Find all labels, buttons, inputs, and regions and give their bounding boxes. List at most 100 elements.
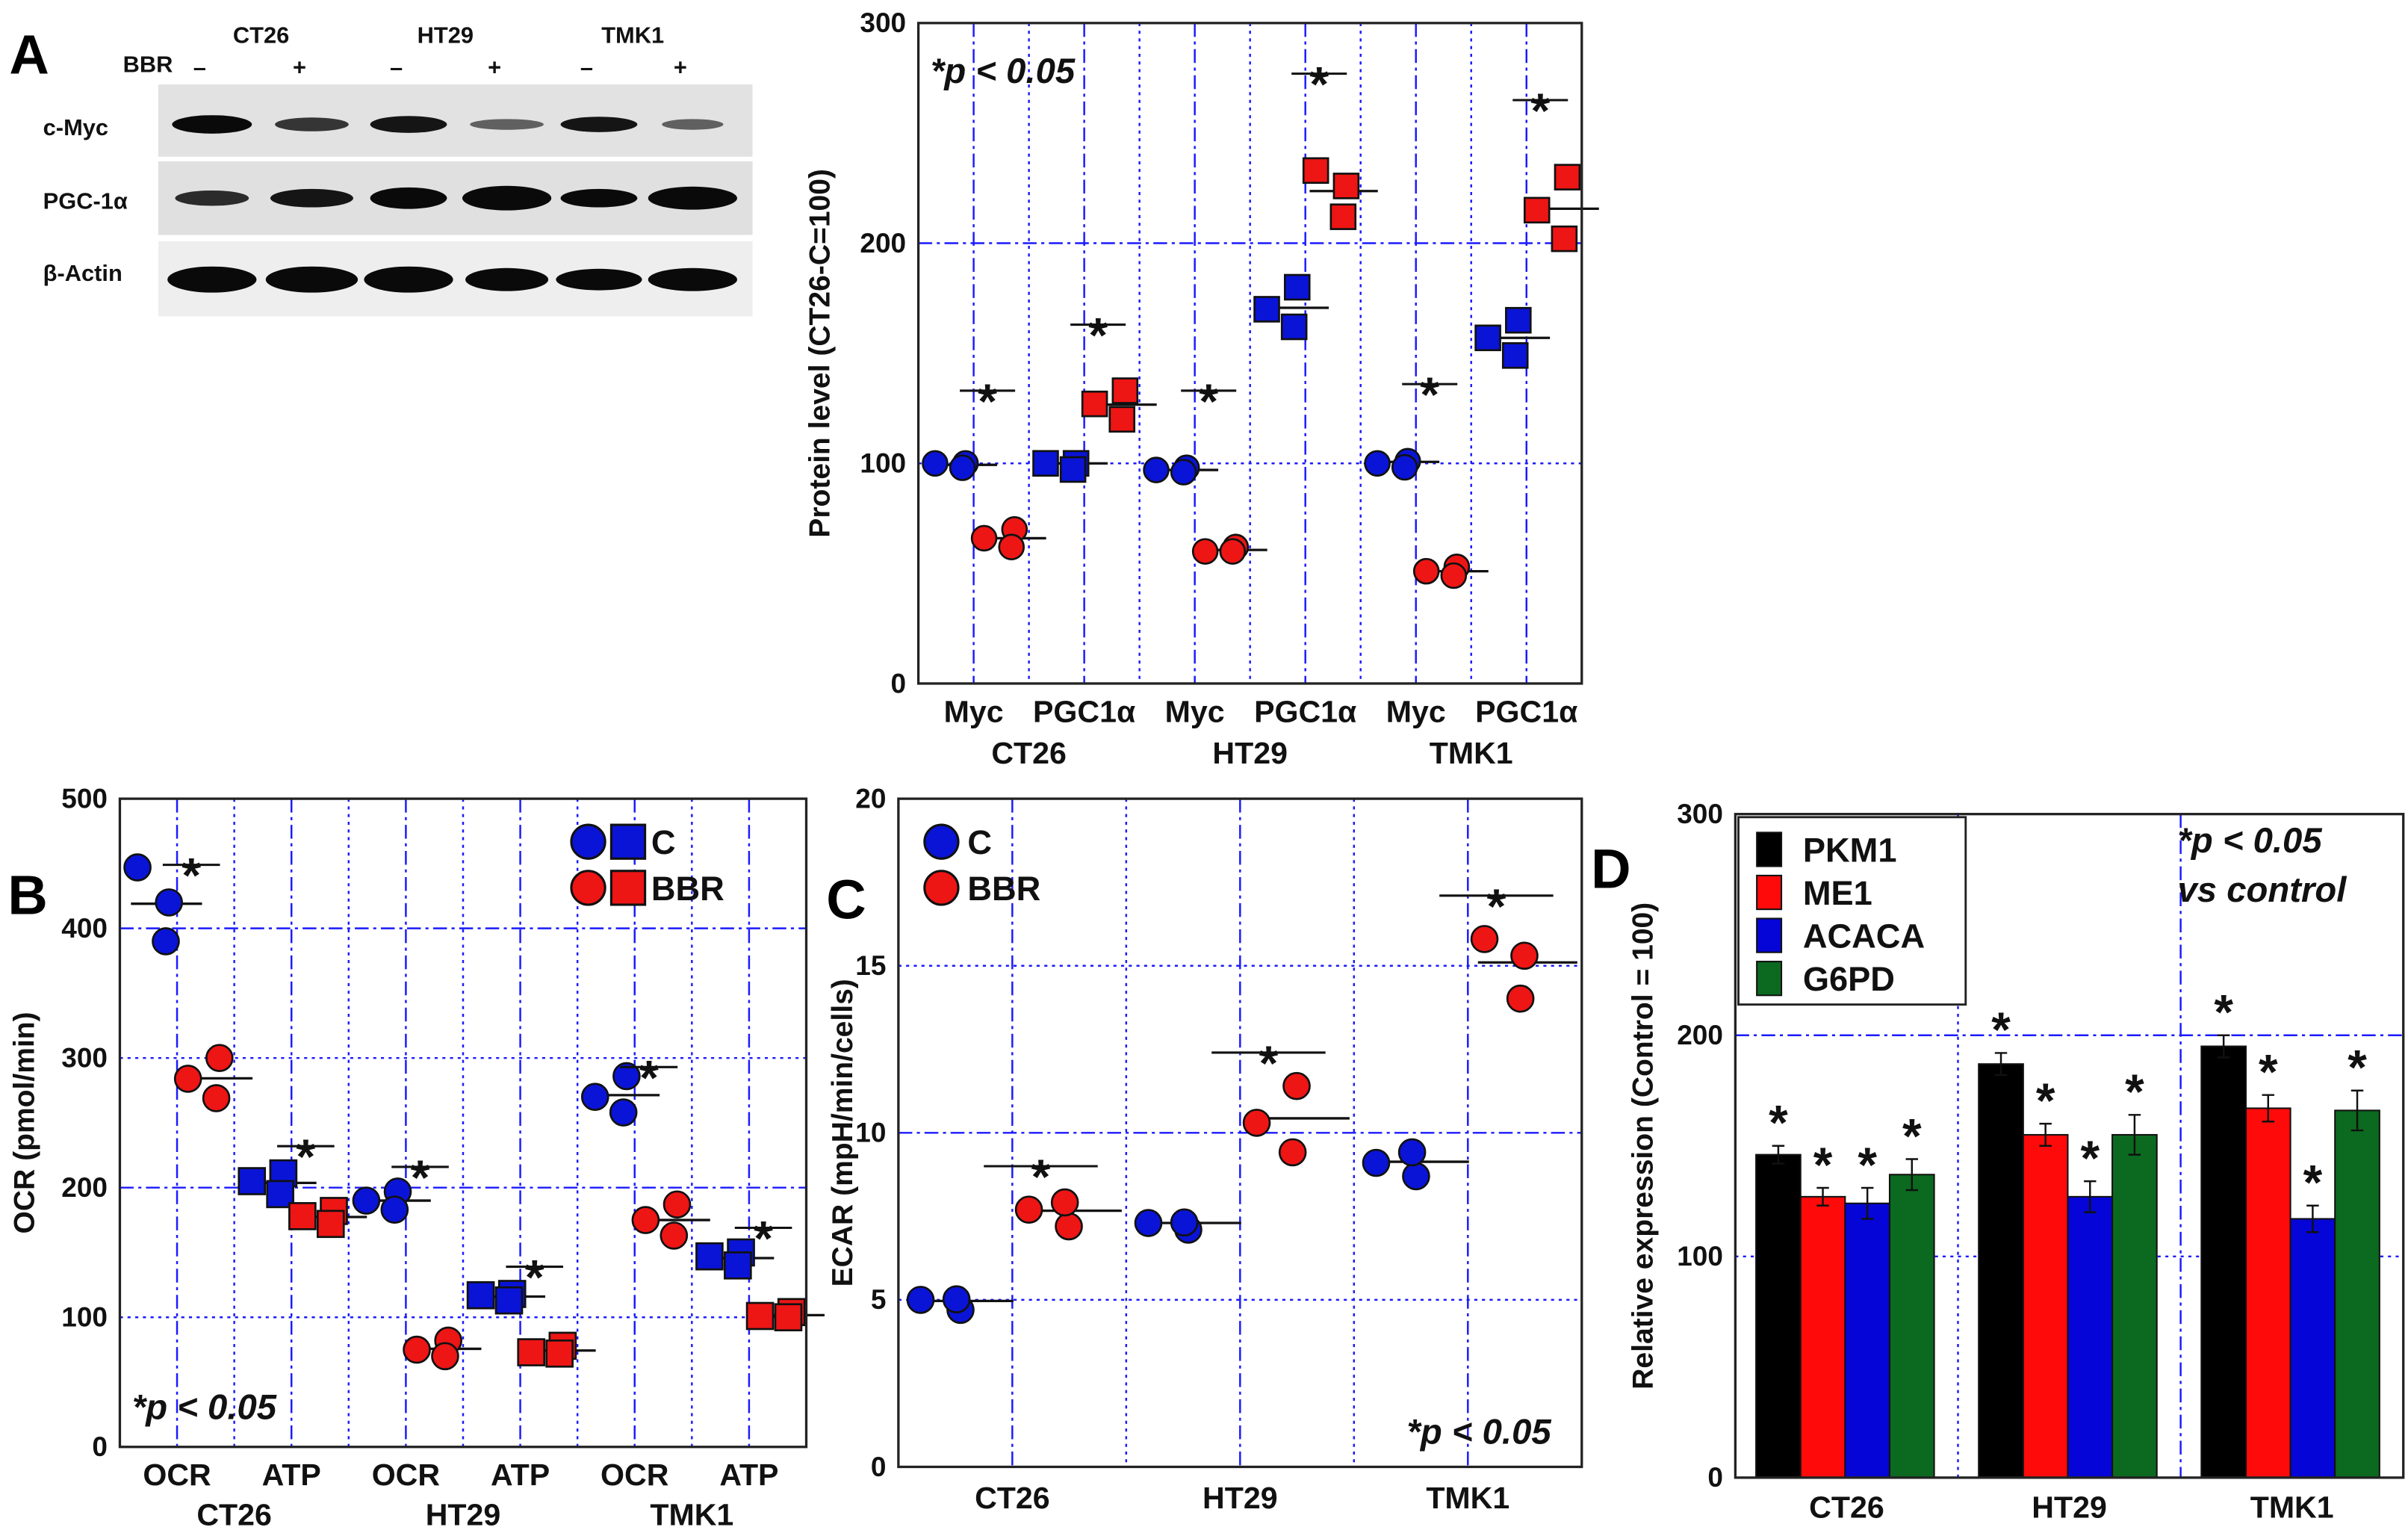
legend-swatch (1756, 961, 1783, 997)
x-category-label: TMK1 (2250, 1490, 2334, 1524)
data-point-circle (173, 1065, 202, 1093)
bar-me1 (2244, 1107, 2291, 1478)
data-point-square (1253, 296, 1280, 323)
significance-star: * (181, 848, 201, 903)
lane-sign: – (390, 55, 403, 81)
legend-circle-marker (570, 823, 606, 860)
significance-star: * (2348, 1040, 2367, 1095)
data-point-circle (205, 1044, 234, 1072)
panel-label-d: D (1591, 837, 1630, 899)
data-point-circle (431, 1342, 459, 1371)
data-point-circle (631, 1206, 660, 1234)
data-point-circle (202, 1084, 231, 1112)
data-point-square (288, 1202, 317, 1230)
plot-frame (1734, 813, 2405, 1479)
x-category-label: PGC1α (1033, 694, 1135, 728)
bar-pkm1 (1755, 1153, 1802, 1478)
blot-band (560, 188, 638, 208)
data-point-square (494, 1286, 524, 1315)
bar-acaca (2067, 1195, 2114, 1478)
x-group-label: TMK1 (650, 1498, 733, 1532)
data-point-circle (1242, 1109, 1271, 1137)
y-tick-label: 300 (61, 1043, 108, 1074)
data-point-square (1474, 324, 1501, 352)
chart-panel-c: 0 5 10 15 20 * * * CT26 HT29 TMK1 ECAR (mpH/min/cel… (826, 783, 1583, 1515)
data-point-circle (998, 533, 1025, 560)
x-category-label: TMK1 (1426, 1481, 1509, 1515)
y-axis-label: ECAR (mpH/min/cells) (827, 979, 859, 1286)
significance-star: * (2214, 985, 2233, 1040)
significance-star: * (1902, 1108, 1922, 1163)
y-tick-label: 100 (1677, 1241, 1723, 1272)
legend-swatch (1756, 917, 1783, 953)
data-point-circle (1170, 1208, 1199, 1237)
significance-star: * (978, 374, 997, 429)
bar-pkm1 (2200, 1045, 2247, 1478)
significance-star: * (297, 1129, 316, 1184)
x-category-label: ATP (491, 1458, 550, 1492)
x-group-label: HT29 (426, 1498, 501, 1532)
data-point-circle (949, 454, 976, 481)
x-group-label: CT26 (196, 1498, 272, 1532)
data-point-square (1329, 203, 1357, 230)
data-point-square (1081, 390, 1108, 418)
y-tick-label: 200 (860, 228, 906, 258)
data-point-circle (612, 1062, 641, 1091)
y-tick-label: 0 (92, 1431, 108, 1462)
x-group-label: HT29 (1212, 736, 1288, 770)
legend-label: C (967, 823, 992, 861)
data-point-square (745, 1301, 775, 1331)
blot-band (275, 117, 349, 131)
data-point-circle (1278, 1138, 1307, 1167)
data-point-square (466, 1280, 495, 1310)
data-point-square (1501, 342, 1529, 369)
data-point-square (1332, 173, 1360, 199)
legend-label: BBR (967, 870, 1040, 908)
x-category-label: CT26 (975, 1481, 1050, 1515)
y-tick-label: 200 (61, 1172, 108, 1203)
data-point-circle (1134, 1209, 1163, 1237)
data-point-circle (1191, 538, 1219, 565)
data-point-square (1280, 313, 1308, 341)
plot-frame (118, 797, 808, 1449)
legend-label: BBR (651, 870, 724, 908)
x-category-label: HT29 (2032, 1490, 2107, 1524)
lane-sign: + (488, 55, 501, 81)
y-tick-label: 20 (855, 783, 886, 814)
lane-sign: + (293, 55, 306, 81)
data-point-circle (1219, 538, 1247, 565)
data-point-circle (906, 1286, 935, 1314)
data-point-circle (609, 1098, 638, 1127)
blot-band (172, 115, 252, 134)
bar-g6pd (2111, 1133, 2158, 1478)
legend-square-marker (609, 823, 647, 860)
blot-band (648, 267, 737, 291)
x-category-label: OCR (601, 1458, 668, 1492)
data-point-circle (123, 853, 152, 882)
x-category-label: Myc (944, 694, 1004, 728)
data-point-circle (380, 1195, 409, 1224)
bar-pkm1 (1978, 1063, 2024, 1478)
data-point-circle (1391, 453, 1418, 481)
x-group-label: CT26 (991, 736, 1067, 770)
chart-panel-d: 0 100 200 300 * * * * * * * * * * * * PKM1 ME1 ACACA G6PD CT… (1591, 799, 2405, 1524)
significance-star: * (754, 1211, 773, 1266)
data-point-circle (970, 524, 998, 552)
blot-row-label-b-actin: β-Actin (43, 260, 122, 286)
data-point-circle (1402, 1162, 1430, 1191)
blot-band (370, 187, 447, 209)
lane-sign: – (193, 55, 206, 81)
x-category-label: ATP (262, 1458, 321, 1492)
p-value-annotation: *p < 0.05 (132, 1388, 277, 1428)
data-point-circle (155, 888, 184, 917)
data-point-circle (1440, 562, 1468, 589)
blot-band (470, 119, 544, 130)
lane-sign: + (674, 55, 687, 81)
significance-star: * (639, 1050, 659, 1105)
blot-band (175, 190, 249, 206)
significance-star: * (1199, 374, 1218, 429)
blot-band (270, 188, 353, 208)
panel-label-c: C (826, 868, 866, 930)
blot-cell-line-ht29: HT29 (418, 22, 474, 49)
data-point-square (1108, 406, 1136, 433)
